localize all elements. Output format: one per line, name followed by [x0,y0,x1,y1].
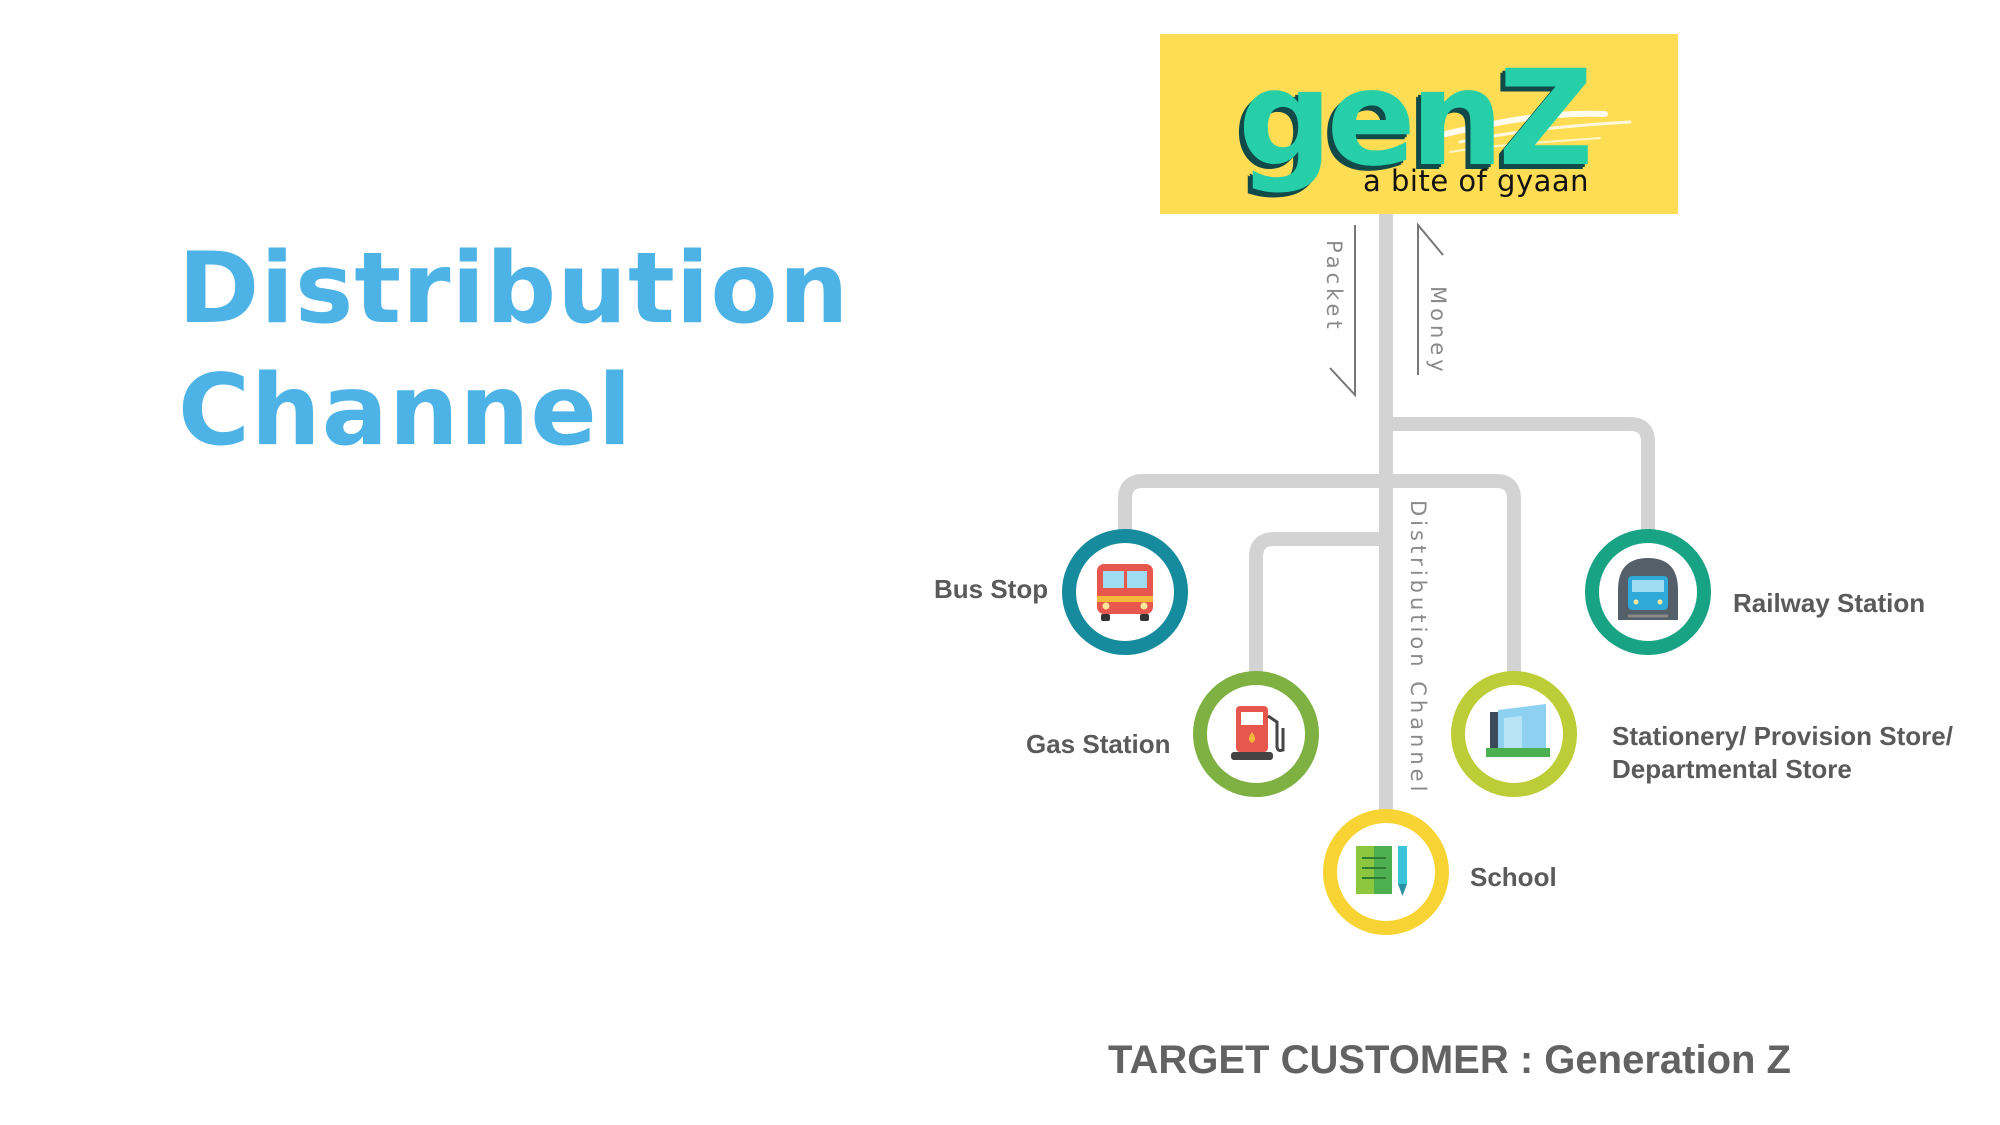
slide-title: Distribution Channel [178,228,878,472]
node-gas-station [1193,671,1319,797]
bus-icon [1097,564,1153,621]
branch-railway [1386,417,1655,535]
fuel-pump-icon [1231,706,1285,760]
store-icon [1486,704,1550,757]
railway-station-label: Railway Station [1733,588,1926,618]
money-label: Money [1426,286,1450,376]
title-line-1: Distribution [178,232,850,346]
logo-tagline: a bite of gyaan [1363,164,1590,198]
branch-gas [1249,532,1386,676]
node-store [1451,671,1577,797]
school-label: School [1470,862,1557,892]
store-label-line-1: Stationery/ Provision Store/ [1612,721,1953,751]
title-line-2: Channel [178,354,633,468]
target-customer-text: TARGET CUSTOMER : Generation Z [1108,1038,1791,1082]
bus-stop-label: Bus Stop [934,574,1049,604]
books-pencil-icon [1356,846,1407,896]
distribution-channel-label: Distribution Channel [1406,500,1430,796]
store-label-line-2: Departmental Store [1612,754,1852,784]
packet-arrow [1329,225,1356,398]
packet-label: Packet [1322,240,1346,333]
node-school [1323,809,1449,935]
logo-wordmark: genZ [1238,42,1594,196]
money-arrow [1417,222,1444,375]
genz-logo: genZ a bite of gyaan [1160,34,1678,214]
train-icon [1618,558,1678,620]
branch-bus-store [1118,474,1521,676]
node-railway-station [1585,529,1711,655]
node-bus-stop [1062,529,1188,655]
brush-stroke-icon [1442,110,1632,153]
gas-station-label: Gas Station [1026,729,1171,759]
